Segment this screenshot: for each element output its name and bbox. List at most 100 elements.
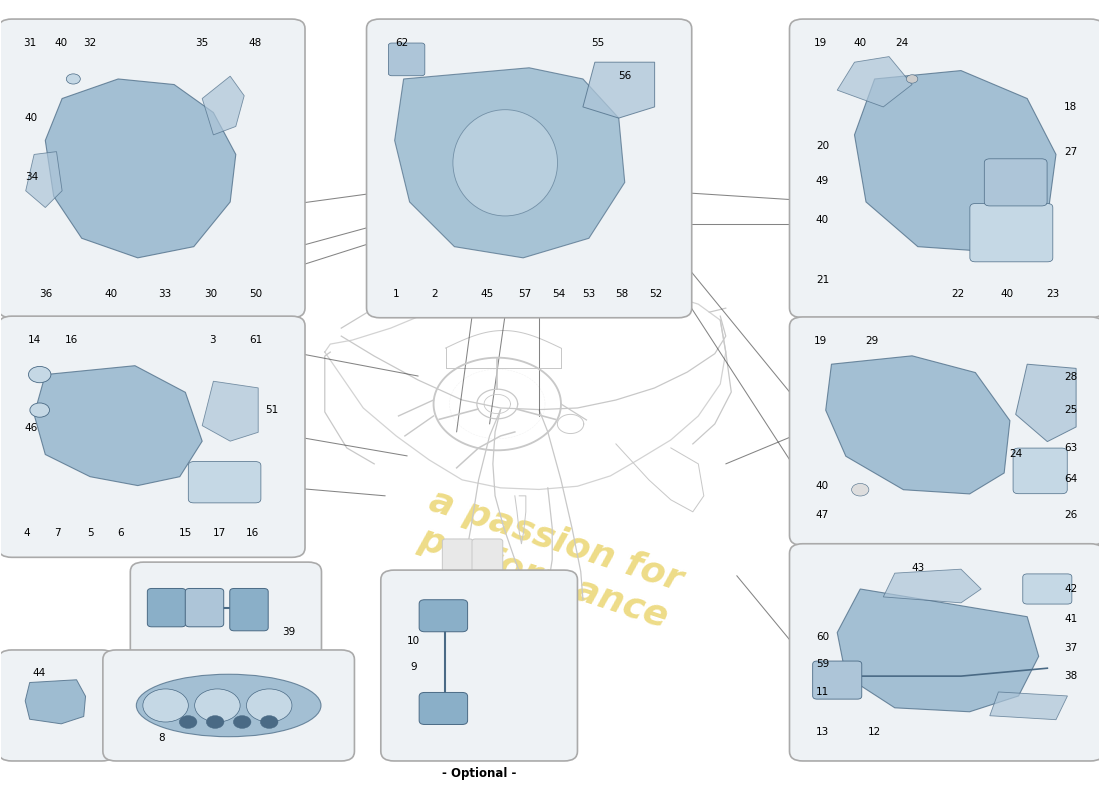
FancyBboxPatch shape [790, 317, 1100, 546]
Text: 40: 40 [816, 481, 829, 490]
Text: 7: 7 [55, 528, 62, 538]
Text: 41: 41 [1064, 614, 1077, 624]
FancyBboxPatch shape [388, 43, 425, 76]
Circle shape [195, 689, 240, 722]
FancyBboxPatch shape [230, 589, 268, 630]
Polygon shape [34, 366, 202, 486]
Text: 13: 13 [816, 726, 829, 737]
Polygon shape [25, 680, 86, 724]
Circle shape [246, 689, 292, 722]
Text: 51: 51 [265, 405, 278, 415]
Text: 40: 40 [25, 113, 39, 123]
FancyBboxPatch shape [984, 159, 1047, 206]
Text: 49: 49 [816, 176, 829, 186]
Text: 2: 2 [431, 289, 438, 298]
Text: a passion for
performance: a passion for performance [412, 484, 688, 635]
Text: 12: 12 [868, 726, 881, 737]
Text: 30: 30 [204, 289, 217, 298]
FancyBboxPatch shape [185, 589, 223, 627]
Polygon shape [45, 79, 235, 258]
Polygon shape [583, 62, 654, 118]
Text: - Optional -: - Optional - [442, 767, 516, 780]
Circle shape [906, 74, 917, 83]
FancyBboxPatch shape [366, 19, 692, 318]
Polygon shape [837, 589, 1038, 712]
Text: 24: 24 [1009, 449, 1022, 459]
Text: 23: 23 [1046, 289, 1059, 298]
Text: 53: 53 [582, 289, 595, 298]
Polygon shape [25, 152, 62, 207]
Text: 40: 40 [104, 289, 118, 298]
Text: 20: 20 [816, 141, 829, 151]
Circle shape [207, 715, 224, 729]
Text: 56: 56 [618, 71, 631, 81]
Polygon shape [837, 57, 912, 107]
Text: 38: 38 [1064, 671, 1077, 681]
Text: 29: 29 [865, 336, 879, 346]
Text: 64: 64 [1064, 474, 1077, 484]
Text: 28: 28 [1064, 372, 1077, 382]
FancyBboxPatch shape [0, 316, 305, 558]
Circle shape [30, 403, 50, 418]
Text: 14: 14 [28, 335, 41, 345]
Circle shape [143, 689, 188, 722]
Text: 33: 33 [157, 289, 170, 298]
Text: 1: 1 [393, 289, 399, 298]
Text: 39: 39 [282, 626, 295, 637]
FancyBboxPatch shape [419, 693, 468, 725]
FancyBboxPatch shape [442, 539, 473, 582]
Circle shape [179, 715, 197, 729]
FancyBboxPatch shape [188, 462, 261, 503]
Circle shape [233, 715, 251, 729]
Text: 3: 3 [209, 335, 216, 345]
Circle shape [261, 715, 278, 729]
Circle shape [851, 483, 869, 496]
Polygon shape [202, 382, 258, 441]
Text: 60: 60 [816, 631, 829, 642]
Text: 54: 54 [552, 289, 565, 298]
FancyBboxPatch shape [970, 203, 1053, 262]
Text: 19: 19 [813, 336, 826, 346]
FancyBboxPatch shape [147, 589, 186, 627]
FancyBboxPatch shape [0, 650, 114, 761]
Text: 36: 36 [39, 289, 52, 298]
Text: 10: 10 [407, 637, 420, 646]
Text: 15: 15 [178, 528, 192, 538]
Polygon shape [395, 68, 625, 258]
Text: 55: 55 [591, 38, 605, 48]
FancyBboxPatch shape [103, 650, 354, 761]
Polygon shape [990, 692, 1067, 720]
Text: 45: 45 [481, 289, 494, 298]
Text: 34: 34 [25, 172, 39, 182]
FancyBboxPatch shape [813, 661, 861, 699]
Text: 46: 46 [25, 423, 39, 433]
Text: 16: 16 [246, 528, 260, 538]
Polygon shape [826, 356, 1010, 494]
FancyBboxPatch shape [790, 544, 1100, 761]
FancyBboxPatch shape [381, 570, 578, 761]
Text: 43: 43 [911, 562, 924, 573]
FancyBboxPatch shape [472, 539, 503, 580]
Text: 8: 8 [157, 733, 164, 742]
Text: 22: 22 [952, 289, 965, 298]
Polygon shape [1015, 364, 1076, 442]
Text: 9: 9 [410, 662, 417, 672]
FancyBboxPatch shape [0, 19, 305, 318]
Text: 31: 31 [23, 38, 36, 48]
Polygon shape [883, 569, 981, 603]
Ellipse shape [136, 674, 321, 737]
Text: 24: 24 [895, 38, 909, 48]
Text: 40: 40 [54, 38, 67, 48]
Text: 50: 50 [249, 289, 262, 298]
Text: 63: 63 [1064, 443, 1077, 453]
FancyBboxPatch shape [130, 562, 321, 661]
Text: 35: 35 [196, 38, 209, 48]
Text: 16: 16 [65, 335, 78, 345]
Text: 52: 52 [649, 289, 663, 298]
Text: 21: 21 [816, 275, 829, 286]
Text: 47: 47 [816, 510, 829, 520]
FancyBboxPatch shape [1023, 574, 1071, 604]
Polygon shape [855, 70, 1056, 252]
Text: 57: 57 [518, 289, 531, 298]
Text: 4: 4 [24, 528, 31, 538]
